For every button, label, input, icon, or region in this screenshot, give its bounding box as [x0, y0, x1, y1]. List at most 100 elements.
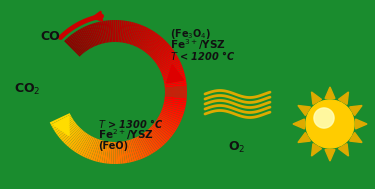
Wedge shape: [64, 128, 81, 145]
Wedge shape: [64, 40, 81, 57]
Wedge shape: [165, 86, 187, 88]
Wedge shape: [132, 24, 141, 46]
Wedge shape: [145, 131, 159, 150]
Wedge shape: [57, 122, 76, 136]
Wedge shape: [131, 24, 140, 45]
Wedge shape: [84, 26, 95, 47]
Wedge shape: [116, 142, 118, 164]
Wedge shape: [157, 53, 177, 66]
Text: Fe$^{3+}$/YSZ: Fe$^{3+}$/YSZ: [170, 38, 226, 52]
Wedge shape: [147, 36, 162, 54]
Wedge shape: [165, 88, 187, 89]
Wedge shape: [127, 22, 134, 44]
Wedge shape: [146, 130, 161, 149]
Text: $T$ < 1200 °C: $T$ < 1200 °C: [170, 50, 236, 63]
Wedge shape: [165, 93, 187, 94]
Wedge shape: [84, 137, 95, 158]
Wedge shape: [122, 141, 128, 163]
Wedge shape: [68, 130, 84, 148]
Wedge shape: [50, 113, 70, 125]
Wedge shape: [116, 20, 118, 42]
Wedge shape: [135, 137, 146, 158]
Polygon shape: [298, 105, 310, 115]
Wedge shape: [165, 95, 187, 98]
Wedge shape: [125, 22, 132, 43]
Wedge shape: [158, 55, 178, 67]
Wedge shape: [117, 20, 120, 42]
Wedge shape: [97, 140, 104, 162]
Wedge shape: [124, 21, 130, 43]
Wedge shape: [145, 34, 159, 53]
Wedge shape: [127, 140, 134, 162]
Wedge shape: [140, 29, 153, 49]
Wedge shape: [136, 27, 147, 47]
Wedge shape: [129, 23, 138, 45]
Text: (FeO): (FeO): [98, 141, 128, 151]
Wedge shape: [162, 68, 183, 77]
Wedge shape: [75, 31, 88, 50]
Wedge shape: [165, 92, 187, 93]
Wedge shape: [74, 32, 87, 51]
Wedge shape: [86, 25, 96, 46]
Wedge shape: [165, 96, 187, 98]
Wedge shape: [98, 22, 104, 43]
Wedge shape: [156, 51, 176, 65]
Wedge shape: [69, 36, 84, 54]
Wedge shape: [72, 132, 86, 151]
Wedge shape: [165, 89, 187, 90]
Wedge shape: [96, 22, 103, 44]
Text: CO: CO: [40, 30, 60, 43]
Wedge shape: [111, 142, 114, 164]
Wedge shape: [70, 131, 85, 150]
Text: O$_2$: O$_2$: [228, 139, 245, 155]
Wedge shape: [165, 96, 187, 101]
Wedge shape: [120, 142, 125, 163]
Wedge shape: [109, 142, 112, 164]
Wedge shape: [82, 136, 93, 157]
Wedge shape: [120, 20, 124, 42]
Wedge shape: [95, 140, 103, 162]
Wedge shape: [90, 24, 99, 45]
Wedge shape: [165, 93, 187, 94]
Wedge shape: [154, 48, 173, 63]
Polygon shape: [339, 144, 348, 156]
Wedge shape: [161, 64, 182, 74]
Wedge shape: [165, 84, 187, 88]
Wedge shape: [129, 140, 136, 161]
Wedge shape: [78, 135, 90, 155]
Wedge shape: [74, 133, 88, 152]
Wedge shape: [133, 138, 143, 159]
Circle shape: [306, 100, 354, 148]
Wedge shape: [161, 109, 183, 119]
Wedge shape: [165, 94, 187, 95]
Wedge shape: [165, 91, 187, 92]
Wedge shape: [155, 121, 174, 135]
Wedge shape: [93, 23, 101, 44]
Wedge shape: [66, 38, 82, 56]
Wedge shape: [164, 80, 186, 85]
Wedge shape: [156, 50, 174, 64]
Wedge shape: [117, 142, 120, 164]
Wedge shape: [60, 124, 78, 140]
Wedge shape: [101, 21, 107, 43]
Wedge shape: [104, 21, 108, 43]
Wedge shape: [108, 20, 111, 42]
Wedge shape: [138, 136, 150, 156]
Wedge shape: [162, 70, 184, 78]
Wedge shape: [99, 21, 106, 43]
Polygon shape: [54, 117, 69, 136]
Wedge shape: [90, 139, 99, 160]
Wedge shape: [124, 141, 130, 163]
Wedge shape: [53, 118, 73, 131]
Wedge shape: [80, 136, 92, 156]
Wedge shape: [160, 62, 182, 73]
Wedge shape: [148, 128, 165, 146]
Wedge shape: [130, 139, 139, 161]
Wedge shape: [136, 137, 147, 157]
Wedge shape: [121, 21, 126, 43]
Wedge shape: [163, 72, 184, 79]
Wedge shape: [143, 132, 158, 151]
Wedge shape: [114, 20, 116, 42]
Wedge shape: [150, 40, 167, 57]
Polygon shape: [312, 144, 321, 156]
